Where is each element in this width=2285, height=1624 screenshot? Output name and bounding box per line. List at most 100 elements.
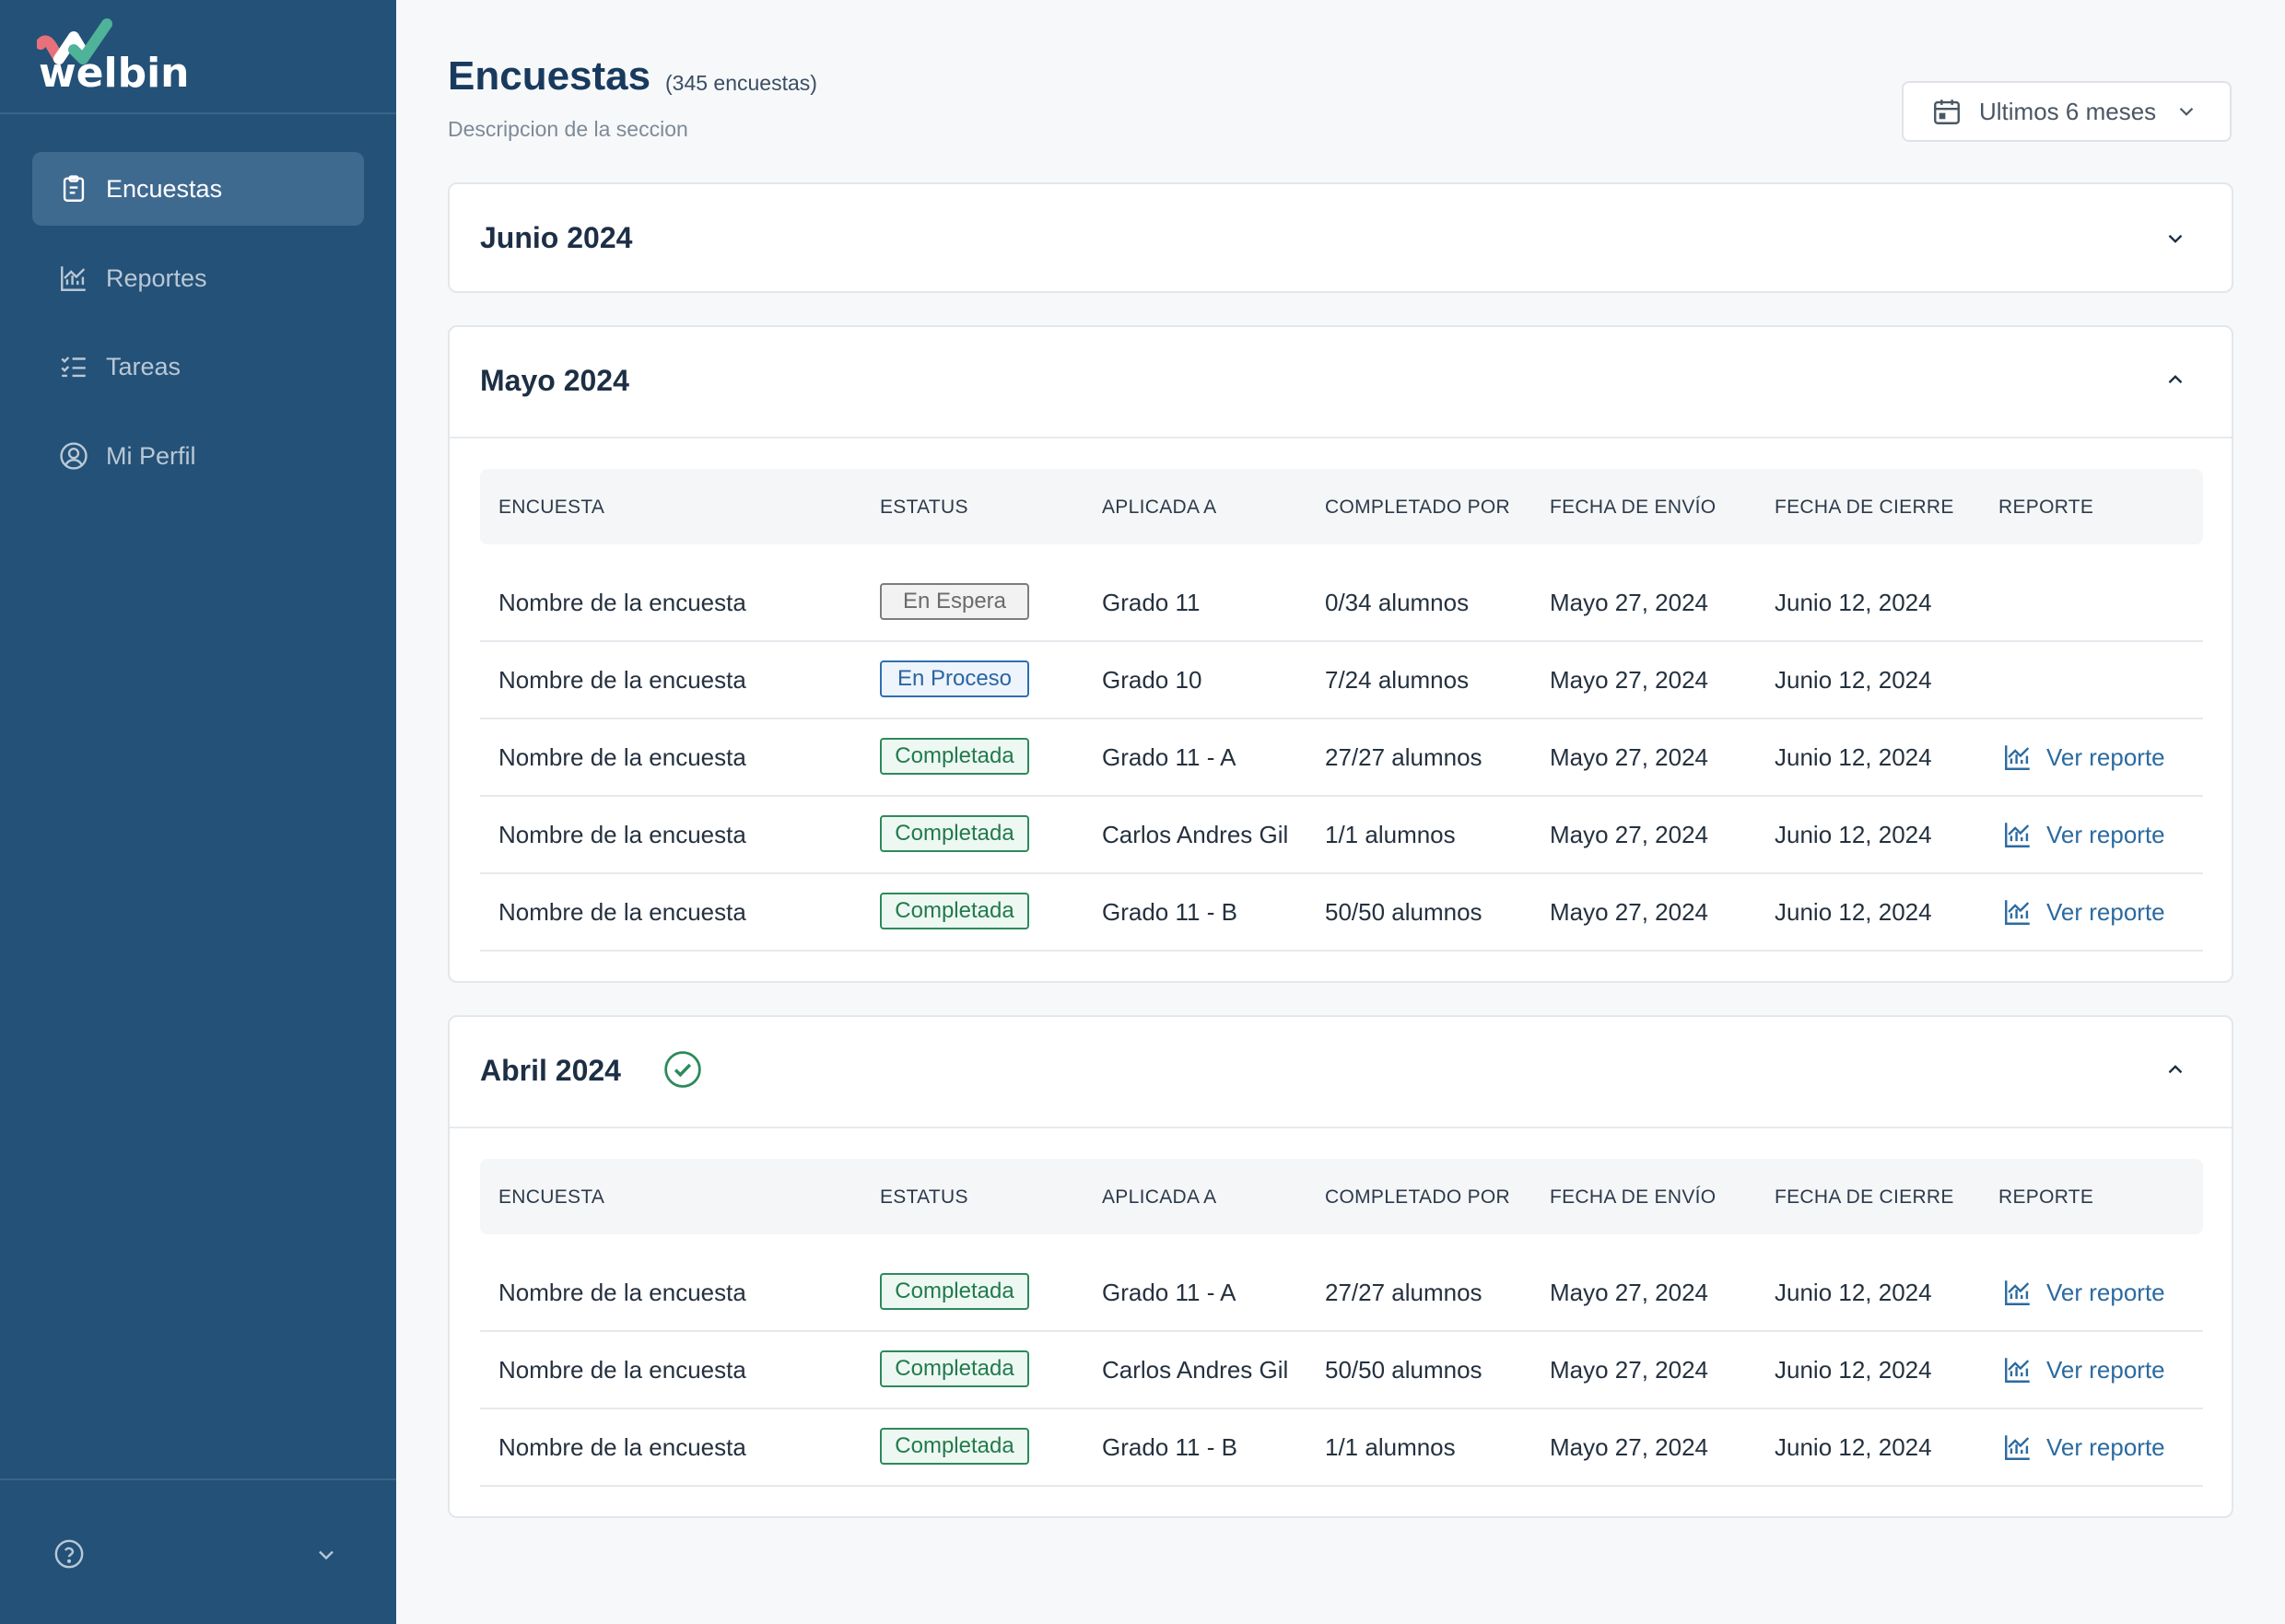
chart-icon — [2005, 823, 2030, 847]
send-date: Mayo 27, 2024 — [1550, 821, 1709, 848]
survey-name: Nombre de la encuesta — [498, 1279, 746, 1306]
completed-by: 27/27 alumnos — [1325, 1279, 1482, 1306]
chevron-down-icon[interactable] — [313, 1542, 339, 1568]
survey-name: Nombre de la encuesta — [498, 821, 746, 848]
completed-by: 50/50 alumnos — [1325, 1356, 1482, 1384]
survey-name: Nombre de la encuesta — [498, 743, 746, 771]
column-header-aplicada: APLICADA A — [1102, 497, 1217, 518]
sidebar: welbin Encuestas Reportes Tareas Mi Perf… — [0, 0, 396, 1624]
completed-by: 0/34 alumnos — [1325, 589, 1470, 616]
view-report-label: Ver reporte — [2046, 1355, 2165, 1384]
applied-to: Grado 11 — [1102, 589, 1201, 616]
table-row[interactable]: Nombre de la encuesta Completada Grado 1… — [480, 719, 2203, 797]
table-header: ENCUESTA ESTATUS APLICADA A COMPLETADO P… — [480, 469, 2203, 544]
view-report-link[interactable]: Ver reporte — [2002, 1354, 2165, 1385]
applied-to: Grado 11 - B — [1102, 898, 1237, 926]
survey-name: Nombre de la encuesta — [498, 589, 746, 616]
close-date: Junio 12, 2024 — [1775, 589, 1932, 616]
survey-name: Nombre de la encuesta — [498, 1433, 746, 1461]
sidebar-item-reportes[interactable]: Reportes — [32, 241, 364, 315]
completed-by: 7/24 alumnos — [1325, 666, 1470, 694]
column-header-completado: COMPLETADO POR — [1325, 1186, 1511, 1208]
view-report-label: Ver reporte — [2046, 897, 2165, 926]
table-row[interactable]: Nombre de la encuesta Completada Carlos … — [480, 797, 2203, 874]
group-title: Mayo 2024 — [480, 364, 629, 397]
view-report-label: Ver reporte — [2046, 1432, 2165, 1461]
survey-name: Nombre de la encuesta — [498, 666, 746, 694]
group-card-junio: Junio 2024 — [448, 182, 2233, 293]
view-report-label: Ver reporte — [2046, 1278, 2165, 1306]
group-title: Junio 2024 — [480, 221, 633, 254]
status-badge: En Proceso — [880, 660, 1029, 697]
table-row[interactable]: Nombre de la encuesta En Proceso Grado 1… — [480, 642, 2203, 719]
applied-to: Carlos Andres Gil — [1102, 1356, 1289, 1384]
chevron-down-icon — [2179, 107, 2194, 116]
send-date: Mayo 27, 2024 — [1550, 1279, 1709, 1306]
sidebar-item-label: Mi Perfil — [106, 441, 196, 470]
close-date: Junio 12, 2024 — [1775, 1433, 1932, 1461]
welbin-logo-icon — [37, 18, 112, 64]
column-header-reporte: REPORTE — [1998, 1186, 2094, 1208]
status-badge: Completada — [880, 738, 1029, 775]
group-card-abril: Abril 2024 ENCUESTA ESTATUS APLICADA A C… — [448, 1015, 2233, 1518]
chevron-up-icon[interactable] — [2163, 1057, 2187, 1081]
chart-icon — [58, 263, 89, 294]
check-circle-icon — [664, 1051, 701, 1088]
view-report-link[interactable]: Ver reporte — [2002, 742, 2165, 773]
close-date: Junio 12, 2024 — [1775, 743, 1932, 771]
sidebar-item-mi-perfil[interactable]: Mi Perfil — [32, 419, 364, 493]
chevron-up-icon[interactable] — [2163, 368, 2187, 391]
logo-text: welbin — [39, 50, 190, 97]
date-range-dropdown[interactable]: Ultimos 6 meses — [1902, 81, 2232, 142]
applied-to: Grado 10 — [1102, 666, 1202, 694]
completed-by: 27/27 alumnos — [1325, 743, 1482, 771]
table-row[interactable]: Nombre de la encuesta En Espera Grado 11… — [480, 565, 2203, 642]
applied-to: Grado 11 - A — [1102, 1279, 1236, 1306]
column-header-aplicada: APLICADA A — [1102, 1186, 1217, 1208]
view-report-link[interactable]: Ver reporte — [2002, 1431, 2165, 1463]
status-badge: Completada — [880, 1273, 1029, 1310]
sidebar-item-label: Encuestas — [106, 174, 223, 203]
column-header-encuesta: ENCUESTA — [498, 497, 605, 518]
table-row[interactable]: Nombre de la encuesta Completada Carlos … — [480, 1332, 2203, 1409]
group-title: Abril 2024 — [480, 1054, 621, 1087]
close-date: Junio 12, 2024 — [1775, 1356, 1932, 1384]
view-report-link[interactable]: Ver reporte — [2002, 819, 2165, 850]
close-date: Junio 12, 2024 — [1775, 898, 1932, 926]
chevron-down-icon[interactable] — [2163, 227, 2187, 251]
status-badge: Completada — [880, 1350, 1029, 1387]
sidebar-item-encuestas[interactable]: Encuestas — [32, 152, 364, 226]
clipboard-icon — [58, 173, 89, 204]
column-header-fecha-cierre: FECHA DE CIERRE — [1775, 1186, 1954, 1208]
card-divider — [450, 437, 2232, 438]
view-report-link[interactable]: Ver reporte — [2002, 896, 2165, 928]
survey-name: Nombre de la encuesta — [498, 1356, 746, 1384]
view-report-link[interactable]: Ver reporte — [2002, 1277, 2165, 1308]
close-date: Junio 12, 2024 — [1775, 666, 1932, 694]
table-row[interactable]: Nombre de la encuesta Completada Grado 1… — [480, 874, 2203, 952]
applied-to: Grado 11 - A — [1102, 743, 1236, 771]
applied-to: Carlos Andres Gil — [1102, 821, 1289, 848]
survey-count: (345 encuestas) — [665, 71, 817, 95]
send-date: Mayo 27, 2024 — [1550, 666, 1709, 694]
user-circle-icon — [58, 440, 89, 472]
column-header-fecha-envio: FECHA DE ENVÍO — [1550, 1186, 1717, 1208]
table-row[interactable]: Nombre de la encuesta Completada Grado 1… — [480, 1409, 2203, 1487]
column-header-reporte: REPORTE — [1998, 497, 2094, 518]
help-icon[interactable] — [53, 1538, 85, 1570]
chart-icon — [2005, 745, 2030, 770]
view-report-label: Ver reporte — [2046, 742, 2165, 771]
sidebar-item-label: Tareas — [106, 352, 182, 380]
sidebar-item-tareas[interactable]: Tareas — [32, 330, 364, 403]
table-row[interactable]: Nombre de la encuesta Completada Grado 1… — [480, 1255, 2203, 1332]
page-description: Descripcion de la seccion — [448, 117, 688, 141]
status-badge: En Espera — [880, 583, 1029, 620]
card-divider — [450, 1127, 2232, 1128]
group-card-mayo: Mayo 2024 ENCUESTA ESTATUS APLICADA A CO… — [448, 325, 2233, 983]
calendar-icon — [1934, 99, 1960, 124]
send-date: Mayo 27, 2024 — [1550, 898, 1709, 926]
sidebar-divider — [0, 112, 396, 114]
chart-icon — [2005, 1280, 2030, 1305]
sidebar-item-label: Reportes — [106, 263, 207, 292]
checklist-icon — [58, 351, 89, 382]
